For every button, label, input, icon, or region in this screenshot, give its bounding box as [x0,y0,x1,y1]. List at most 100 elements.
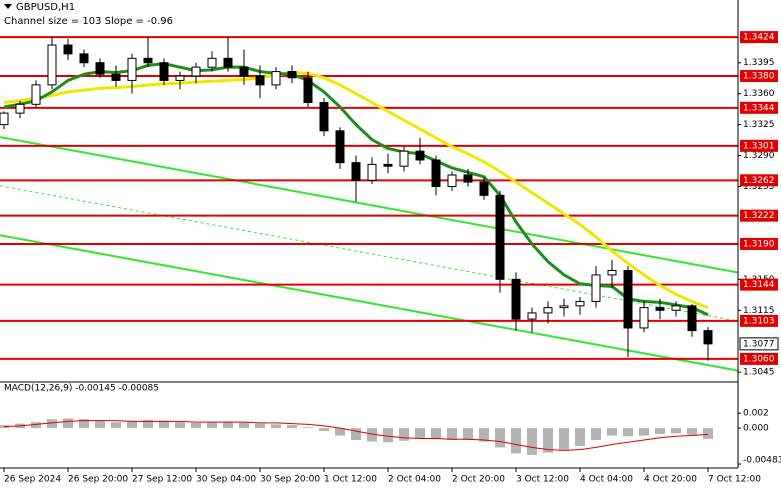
candle-body [559,305,569,309]
x-tick-label: 26 Sep 20:00 [68,475,128,485]
y-tick-label: 1.3325 [743,120,775,130]
chart-title: GBPUSD,H1 [16,2,75,13]
level-label-box [740,101,778,114]
menu-icon [4,4,12,9]
level-label-box [740,314,778,327]
macd-bar [175,422,185,429]
plot [0,36,739,455]
candle-body [207,57,217,68]
macd-bar [287,425,297,429]
candle-body [351,162,361,181]
level-label: 1.3190 [743,239,775,249]
macd-bar [47,419,57,429]
x-tick-label: 3 Oct 12:00 [516,475,569,485]
macd-bar [207,422,217,429]
candle-body [175,75,185,81]
level-label-box [740,70,778,82]
x-tick-label: 30 Sep 04:00 [196,475,256,485]
candle-body [495,194,505,280]
macd-bar [527,428,537,455]
x-tick-label: 2 Oct 04:00 [388,475,441,485]
candle-body [239,66,249,77]
candle-body [655,307,665,311]
candle-body [527,312,537,320]
channel-lower [0,234,739,372]
level-label: 1.3301 [743,141,775,151]
candle-body [159,62,169,81]
level-label-box [740,209,778,222]
y-tick-label: 1.3255 [743,182,775,192]
level-label-box [740,278,778,291]
macd-bar [591,428,601,440]
candle-body [623,269,633,329]
level-label-box [740,174,778,187]
candle-body [335,130,345,164]
macd-bar [447,428,457,440]
candle-body [319,102,329,132]
macd-bar [111,422,121,429]
candle-body [47,44,57,86]
level-label: 1.3060 [743,354,775,364]
macd-tick-label: 0.000 [743,424,769,434]
macd-bar [383,428,393,443]
x-tick-label: 4 Oct 04:00 [580,475,633,485]
candle-body [591,274,601,302]
candle-body [479,181,489,196]
candle-body [95,62,105,75]
candle-body [223,57,233,68]
candle-body [703,330,713,345]
macd-bar [335,428,345,436]
candle-body [431,159,441,188]
macd-bar [255,423,265,429]
level-label: 1.3103 [743,316,775,326]
macd-bar [143,419,153,429]
current-price-box [739,337,779,351]
level-label: 1.3144 [743,280,775,290]
macd-bar [463,428,473,440]
macd-bar [63,418,73,429]
candle-body [367,163,377,181]
macd-bar [191,422,201,429]
macd-bar [703,428,713,439]
candle-body [607,269,617,276]
candle-body [191,66,201,77]
macd-bar [607,428,617,436]
level-label: 1.3222 [743,211,775,221]
candle-body [63,44,73,55]
candle-body [255,75,265,86]
x-tick-label: 2 Oct 20:00 [452,475,505,485]
macd-bar [159,420,169,429]
macd-bar [431,428,441,440]
level-label: 1.3424 [743,33,775,43]
candle-body [0,112,9,126]
macd-bar [399,428,409,441]
y-tick-label: 1.3360 [743,89,775,99]
candle-body [79,53,89,64]
candle-body [303,77,313,104]
y-tick-label: 1.3395 [743,58,775,68]
y-tick-label: 1.3115 [743,306,775,316]
macd-bar [639,428,649,436]
level-label: 1.3344 [743,103,775,113]
macd-bar [655,428,665,435]
macd-bar [511,428,521,454]
macd-bar [671,428,681,434]
macd-tick-label: 0.002 [743,409,769,419]
y-tick-label: 1.3045 [743,368,775,378]
candle-body [543,307,553,314]
macd-bar [223,421,233,429]
x-tick-label: 7 Oct 12:00 [708,475,761,485]
current-price-label: 1.3077 [743,339,775,349]
moving-average [3,62,709,317]
macd-bar [623,428,633,437]
candle-body [111,73,121,81]
macd-bar [319,428,329,432]
macd-bar [79,419,89,429]
x-tick-label: 4 Oct 20:00 [644,475,697,485]
level-label-box [740,237,778,250]
candle-body [127,57,137,81]
candle-body [287,71,297,79]
moving-average [3,70,709,310]
candle-body [15,103,25,114]
x-tick-label: 27 Sep 12:00 [132,475,192,485]
